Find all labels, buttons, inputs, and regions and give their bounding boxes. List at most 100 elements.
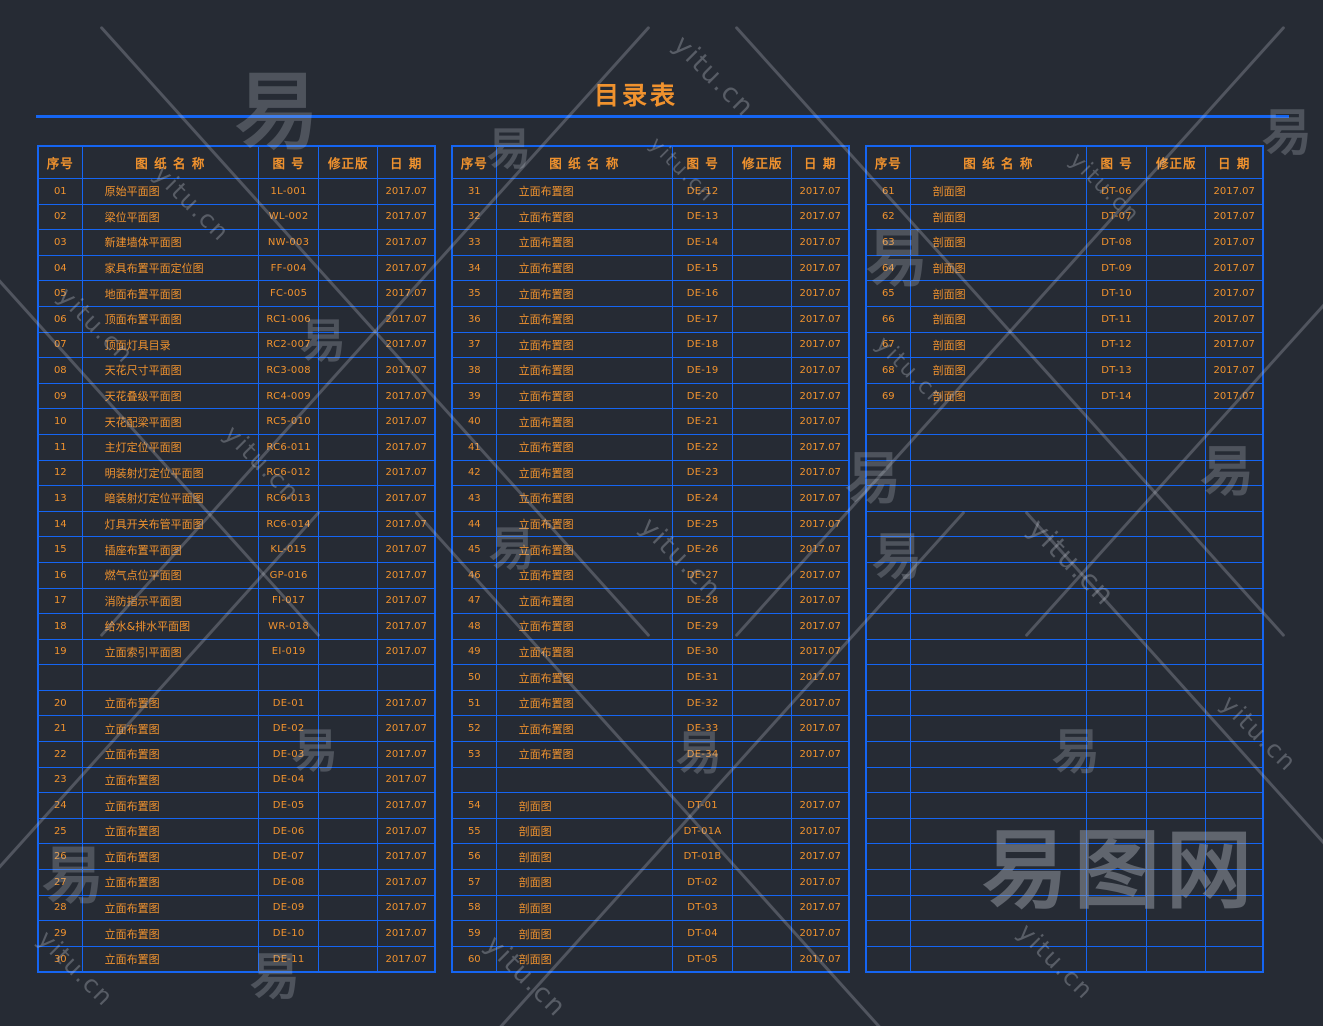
watermark-domain: yitu.cn: [666, 30, 761, 124]
cell-date: 2017.07: [791, 792, 850, 819]
cell-no: 32: [451, 203, 497, 231]
cell-rev: [1146, 638, 1207, 666]
cell-no: [865, 817, 911, 845]
cell-name: [909, 766, 1088, 794]
cell-no: 40: [451, 408, 497, 435]
table-row: 17 消防指示平面图 FI-017 2017.07: [37, 587, 436, 615]
table-row: 56 剖面图 DT-01B 2017.07: [451, 843, 850, 871]
column-header: 图 纸 名 称: [81, 145, 260, 179]
cell-date: [791, 766, 850, 794]
cell-code: DT-02: [672, 869, 734, 896]
cell-code: DE-19: [672, 357, 734, 384]
cell-date: [1205, 792, 1264, 819]
cell-code: DE-15: [672, 254, 734, 282]
cell-date: 2017.07: [1205, 229, 1264, 256]
cell-name: 梁位平面图: [81, 203, 260, 231]
cell-date: 2017.07: [377, 869, 436, 896]
cell-no: [865, 408, 911, 435]
cell-rev: [1146, 485, 1207, 512]
cell-code: DE-11: [258, 945, 320, 973]
cell-name: 立面布置图: [495, 613, 674, 640]
cell-date: 2017.07: [1205, 178, 1264, 205]
cell-rev: [1146, 254, 1207, 282]
table-row: 52 立面布置图 DE-33 2017.07: [451, 715, 850, 743]
cell-code: 1L-001: [258, 178, 320, 205]
table-row: [865, 766, 1264, 794]
cell-no: 39: [451, 382, 497, 410]
column-header: 图 纸 名 称: [909, 145, 1088, 179]
table-row: 13 暗装射灯定位平面图 RC6-013 2017.07: [37, 485, 436, 512]
table-row: [865, 869, 1264, 896]
column-header: 图 号: [258, 145, 320, 179]
cell-no: [865, 638, 911, 666]
cell-code: DE-07: [258, 843, 320, 871]
cell-code: RC6-011: [258, 433, 320, 461]
cell-name: 剖面图: [909, 178, 1088, 205]
cell-name: [909, 869, 1088, 896]
cell-date: 2017.07: [791, 229, 850, 256]
cell-no: 03: [37, 229, 83, 256]
cell-rev: [1146, 869, 1207, 896]
cell-date: [1205, 689, 1264, 717]
cell-code: RC5-010: [258, 408, 320, 435]
table-row: 15 插座布置平面图 KL-015 2017.07: [37, 536, 436, 563]
cell-name: 立面布置图: [495, 536, 674, 563]
cell-no: [865, 766, 911, 794]
cell-name: 立面布置图: [495, 280, 674, 307]
table-row: 61 剖面图 DT-06 2017.07: [865, 178, 1264, 205]
table-row: 58 剖面图 DT-03 2017.07: [451, 894, 850, 922]
cell-name: 剖面图: [909, 229, 1088, 256]
cell-date: 2017.07: [377, 613, 436, 640]
table-row: 06 顶面布置平面图 RC1-006 2017.07: [37, 305, 436, 333]
cell-no: [865, 459, 911, 487]
cell-no: 55: [451, 817, 497, 845]
cell-code: DT-12: [1086, 331, 1148, 359]
cell-date: [1205, 869, 1264, 896]
cell-date: 2017.07: [791, 459, 850, 487]
cell-no: 10: [37, 408, 83, 435]
cell-name: 剖面图: [495, 817, 674, 845]
cell-date: 2017.07: [377, 638, 436, 666]
cell-no: 21: [37, 715, 83, 743]
cell-rev: [318, 689, 379, 717]
cell-rev: [732, 459, 793, 487]
table-row: 45 立面布置图 DE-26 2017.07: [451, 536, 850, 563]
cell-rev: [732, 715, 793, 743]
cell-no: 57: [451, 869, 497, 896]
cell-code: DT-04: [672, 920, 734, 947]
cell-date: 2017.07: [791, 587, 850, 615]
cell-rev: [318, 792, 379, 819]
cell-rev: [1146, 408, 1207, 435]
cell-rev: [732, 178, 793, 205]
cell-date: 2017.07: [791, 203, 850, 231]
cell-no: 11: [37, 433, 83, 461]
cell-no: [865, 894, 911, 922]
cell-code: KL-015: [258, 536, 320, 563]
table-row: [865, 587, 1264, 615]
table-row: 18 给水&排水平面图 WR-018 2017.07: [37, 613, 436, 640]
cell-name: [909, 664, 1088, 691]
cell-rev: [318, 613, 379, 640]
cell-name: [909, 741, 1088, 768]
cell-date: [1205, 613, 1264, 640]
cell-no: 24: [37, 792, 83, 819]
table-row: 40 立面布置图 DE-21 2017.07: [451, 408, 850, 435]
cell-rev: [318, 561, 379, 589]
cell-rev: [318, 945, 379, 973]
table-row: 22 立面布置图 DE-03 2017.07: [37, 741, 436, 768]
cell-rev: [732, 766, 793, 794]
cell-rev: [1146, 433, 1207, 461]
cell-no: 23: [37, 766, 83, 794]
cell-no: 54: [451, 792, 497, 819]
cell-rev: [318, 510, 379, 538]
cell-no: 25: [37, 817, 83, 845]
table-row: 23 立面布置图 DE-04 2017.07: [37, 766, 436, 794]
cell-rev: [1146, 587, 1207, 615]
cell-date: 2017.07: [377, 741, 436, 768]
table-row: 66 剖面图 DT-11 2017.07: [865, 305, 1264, 333]
cell-rev: [1146, 817, 1207, 845]
cell-rev: [318, 843, 379, 871]
cell-date: 2017.07: [377, 510, 436, 538]
column-header: 日 期: [791, 145, 850, 179]
cell-no: 61: [865, 178, 911, 205]
